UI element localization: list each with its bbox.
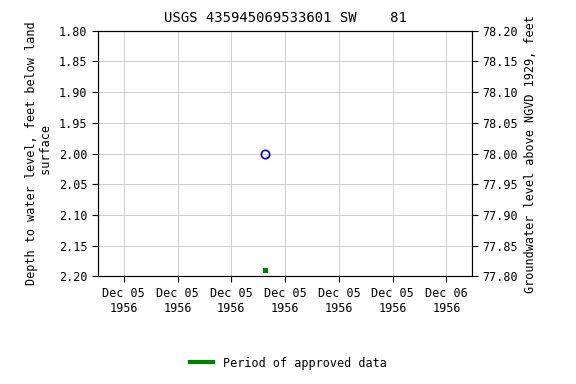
Y-axis label: Depth to water level, feet below land
 surface: Depth to water level, feet below land su… (25, 22, 54, 285)
Y-axis label: Groundwater level above NGVD 1929, feet: Groundwater level above NGVD 1929, feet (524, 15, 537, 293)
Legend: Period of approved data: Period of approved data (185, 352, 391, 374)
Title: USGS 435945069533601 SW    81: USGS 435945069533601 SW 81 (164, 12, 407, 25)
